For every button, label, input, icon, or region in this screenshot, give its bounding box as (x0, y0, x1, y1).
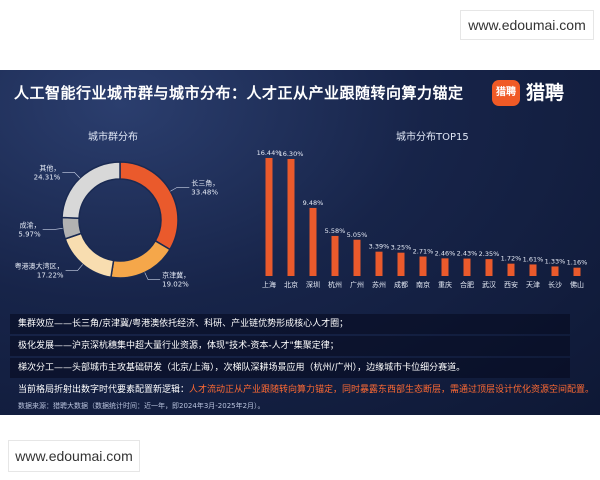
donut-leader-line (42, 228, 63, 230)
bar-category-label: 南京 (416, 280, 430, 289)
bar (287, 159, 295, 276)
bar-value-label: 2.35% (479, 250, 500, 258)
donut-category-label: 其他， (39, 163, 60, 172)
bar-value-label: 1.61% (523, 255, 544, 263)
bar-value-label: 3.39% (369, 243, 390, 251)
bar-value-label: 2.43% (457, 250, 478, 258)
donut-slice (61, 161, 121, 220)
bar (463, 258, 471, 276)
logo-text: 猎聘 (526, 82, 565, 104)
bar (507, 263, 515, 276)
bar-value-label: 3.25% (391, 244, 412, 252)
page-title: 人工智能行业城市群与城市分布：人才正从产业跟随转向算力锚定 (14, 84, 464, 102)
bar (309, 207, 317, 276)
donut-value-label: 33.48% (191, 188, 218, 196)
donut-value-label: 5.97% (18, 230, 41, 238)
bar-value-label: 1.16% (567, 259, 588, 267)
bar (551, 266, 559, 276)
donut-leader-line (170, 186, 190, 192)
donut-leader-line (144, 272, 161, 281)
donut-slice (110, 239, 171, 279)
city-cluster-donut-chart: 长三角，33.48% 京津冀，19.02% 粤港澳大湾区，17.22% 成渝，5.97… (15, 161, 219, 289)
bar-category-label: 佛山 (570, 280, 584, 289)
bar-value-label: 16.44% (257, 149, 282, 157)
bar-value-label: 5.58% (325, 227, 346, 235)
donut-leader-line (65, 264, 83, 271)
bar-category-label: 长沙 (548, 280, 562, 289)
watermark-bottom: www.edoumai.com (8, 440, 140, 472)
donut-slice (119, 161, 179, 251)
donut-value-label: 19.02% (162, 281, 189, 289)
bar (529, 264, 537, 276)
data-source-note: 数据来源：猎聘大数据（数据统计时间：近一年，即2024年3月-2025年2月）。 (18, 402, 265, 410)
donut-category-label: 长三角， (191, 178, 219, 187)
bar (397, 252, 405, 276)
donut-leader-line (62, 172, 81, 179)
bar-category-label: 成都 (394, 280, 408, 289)
donut-value-label: 17.22% (37, 272, 64, 280)
bar-category-label: 杭州 (328, 280, 342, 289)
bar-category-label: 武汉 (482, 280, 496, 289)
bar-category-label: 天津 (526, 281, 540, 289)
bar (485, 259, 493, 276)
note-polarization: 极化发展——沪京深杭穗集中超大量行业资源，体现"技术-资本-人才"集聚定律； (10, 336, 570, 356)
bar-category-label: 北京 (284, 280, 298, 289)
bar-value-label: 1.33% (545, 257, 566, 265)
bar-category-label: 合肥 (460, 280, 474, 289)
bar-category-label: 重庆 (438, 280, 452, 289)
logo-badge-icon: 猎聘 (492, 80, 520, 106)
watermark-top: www.edoumai.com (460, 10, 594, 40)
bar-chart-title: 城市分布TOP15 (396, 132, 469, 143)
bar-value-label: 1.72% (501, 255, 522, 263)
note-conclusion-prefix: 当前格局折射出数字时代要素配置新逻辑： (18, 385, 190, 395)
bar-category-label: 深圳 (306, 280, 320, 289)
bar-value-label: 9.48% (303, 199, 324, 207)
bar-category-label: 广州 (350, 280, 364, 289)
bar-category-label: 苏州 (372, 280, 386, 289)
note-conclusion-highlight: 人才流动正从产业跟随转向算力锚定，同时暴露东西部生态断层，需通过顶层设计优化资源… (189, 385, 595, 395)
bar (441, 258, 449, 276)
bar-value-label: 5.05% (347, 231, 368, 239)
top15-city-bar-chart: 16.44% 上海 16.30% 北京 9.48% 深圳 5.58% 杭州 5.05% 广州 3.3… (257, 149, 588, 289)
infographic-card: 人工智能行业城市群与城市分布：人才正从产业跟随转向算力锚定 猎聘 猎聘 城市群分… (0, 70, 600, 415)
bar (331, 235, 339, 276)
note-cluster-effect: 集群效应——长三角/京津冀/粤港澳依托经济、科研、产业链优势形成核心人才圈； (10, 314, 570, 334)
donut-chart-title: 城市群分布 (88, 132, 138, 143)
donut-value-label: 24.31% (34, 173, 61, 181)
bar (353, 239, 361, 276)
note-tiered-division: 梯次分工——头部城市主攻基础研发（北京/上海），次梯队深耕场景应用（杭州/广州）… (10, 358, 570, 378)
donut-category-label: 粤港澳大湾区， (15, 262, 64, 271)
bar-category-label: 上海 (262, 280, 276, 289)
bar-value-label: 16.30% (279, 150, 304, 158)
donut-category-label: 成渝， (20, 220, 41, 229)
bar (375, 251, 383, 276)
bar-value-label: 2.46% (435, 249, 456, 257)
bar (265, 158, 273, 276)
bar (419, 256, 427, 276)
donut-category-label: 京津冀， (162, 271, 190, 280)
bar-value-label: 2.71% (413, 248, 434, 256)
liepin-logo: 猎聘 猎聘 (492, 78, 588, 108)
bar-category-label: 西安 (504, 280, 518, 289)
note-conclusion: 当前格局折射出数字时代要素配置新逻辑：人才流动正从产业跟随转向算力锚定，同时暴露… (18, 382, 594, 395)
bar (573, 267, 581, 276)
